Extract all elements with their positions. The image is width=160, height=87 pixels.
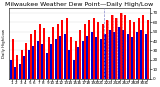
Bar xyxy=(95,37,97,79)
Bar xyxy=(23,56,25,79)
Bar xyxy=(129,20,131,79)
Bar xyxy=(120,13,122,79)
Bar xyxy=(122,30,124,79)
Bar xyxy=(37,41,39,79)
Bar xyxy=(55,39,57,79)
Bar xyxy=(113,32,115,79)
Bar xyxy=(113,32,115,79)
Bar xyxy=(30,33,32,79)
Bar xyxy=(97,22,99,79)
Bar xyxy=(115,19,117,79)
Bar xyxy=(12,39,13,79)
Bar xyxy=(142,15,144,79)
Bar xyxy=(124,15,126,79)
Bar xyxy=(111,15,112,79)
Bar xyxy=(102,24,104,79)
Bar xyxy=(59,36,61,79)
Bar xyxy=(16,55,18,79)
Bar xyxy=(118,27,120,79)
Bar xyxy=(133,22,135,79)
Bar xyxy=(131,37,133,79)
Bar xyxy=(118,27,120,79)
Bar xyxy=(28,50,30,79)
Bar xyxy=(39,24,40,79)
Bar xyxy=(111,15,112,79)
Bar xyxy=(82,41,84,79)
Bar xyxy=(68,50,70,79)
Bar xyxy=(70,37,72,79)
Bar xyxy=(106,20,108,79)
Bar xyxy=(138,19,140,79)
Bar xyxy=(104,34,106,79)
Bar xyxy=(91,32,93,79)
Bar xyxy=(48,37,50,79)
Text: Daily High/Low: Daily High/Low xyxy=(2,29,6,58)
Bar xyxy=(50,44,52,79)
Bar xyxy=(46,53,48,79)
Bar xyxy=(93,18,95,79)
Bar xyxy=(25,43,27,79)
Bar xyxy=(66,19,68,79)
Bar xyxy=(10,60,12,79)
Bar xyxy=(104,34,106,79)
Bar xyxy=(145,34,147,79)
Bar xyxy=(109,30,111,79)
Bar xyxy=(79,30,81,79)
Title: Milwaukee Weather Dew Point—Daily High/Low: Milwaukee Weather Dew Point—Daily High/L… xyxy=(5,2,153,7)
Bar xyxy=(136,32,138,79)
Bar xyxy=(52,27,54,79)
Bar xyxy=(140,30,142,79)
Bar xyxy=(19,64,21,79)
Bar xyxy=(109,30,111,79)
Bar xyxy=(32,46,34,79)
Bar xyxy=(115,19,117,79)
Bar xyxy=(77,47,79,79)
Bar xyxy=(84,24,86,79)
Bar xyxy=(61,20,63,79)
Bar xyxy=(21,50,23,79)
Bar xyxy=(86,36,88,79)
Bar xyxy=(147,20,148,79)
Bar xyxy=(100,39,102,79)
Bar xyxy=(73,60,75,79)
Bar xyxy=(75,41,76,79)
Bar xyxy=(14,67,16,79)
Bar xyxy=(34,30,36,79)
Bar xyxy=(88,20,90,79)
Bar xyxy=(120,13,122,79)
Bar xyxy=(41,44,43,79)
Bar xyxy=(106,20,108,79)
Bar xyxy=(64,33,66,79)
Bar xyxy=(57,24,59,79)
Bar xyxy=(127,34,129,79)
Bar xyxy=(43,28,45,79)
